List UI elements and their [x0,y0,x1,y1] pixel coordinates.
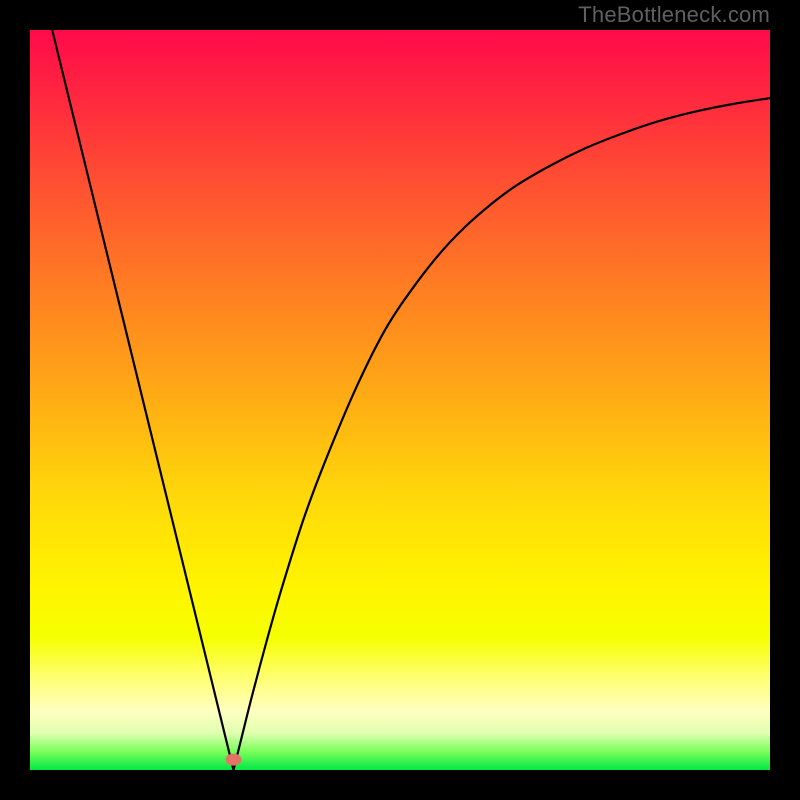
minimum-marker [226,754,242,766]
curve-layer [30,30,770,770]
plot-area [30,30,770,770]
curve-right-branch [234,98,771,770]
watermark-text: TheBottleneck.com [578,2,770,28]
chart-frame: TheBottleneck.com [0,0,800,800]
curve-left-branch [52,30,233,770]
